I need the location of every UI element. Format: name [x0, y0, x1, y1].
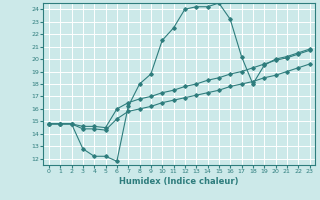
X-axis label: Humidex (Indice chaleur): Humidex (Indice chaleur) — [119, 177, 239, 186]
